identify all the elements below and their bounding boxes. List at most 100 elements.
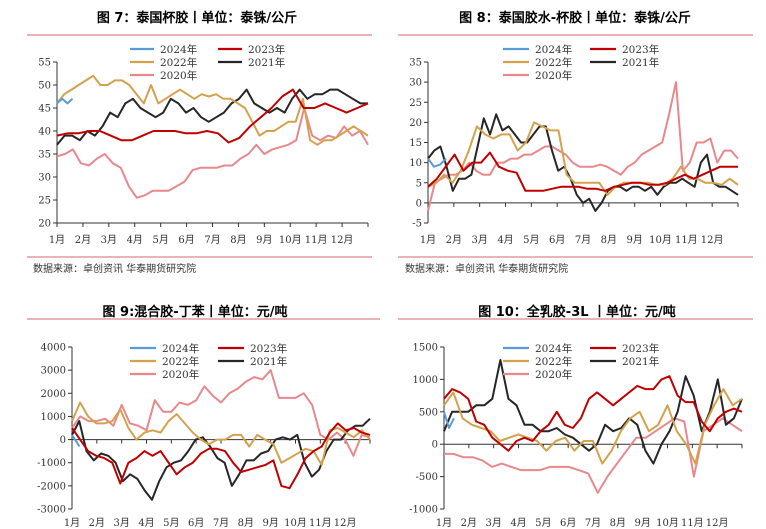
series-line-2021	[427, 113, 739, 212]
legend-label: 2024年	[160, 43, 197, 56]
y-tick-label: 20	[38, 219, 51, 230]
x-tick-label: 8月	[601, 234, 617, 246]
x-tick-label: 4月	[127, 234, 143, 246]
x-tick-label: 9月	[626, 234, 642, 246]
y-tick-label: 1000	[41, 412, 66, 423]
legend-label: 2023年	[248, 43, 285, 56]
legend-label: 2021年	[250, 355, 287, 368]
series-line-2020	[56, 107, 369, 199]
x-tick-label: 12月	[334, 517, 357, 529]
x-tick-label: 8月	[230, 234, 246, 246]
x-tick-label: 6月	[549, 234, 565, 246]
x-tick-label: 1月	[436, 517, 452, 529]
legend-label: 2023年	[622, 43, 659, 56]
legend-label: 2022年	[535, 56, 572, 69]
y-tick-label: -1000	[409, 505, 438, 516]
series-line-2024	[443, 411, 455, 429]
x-tick-label: 11月	[675, 234, 698, 246]
x-tick-label: 7月	[204, 234, 220, 246]
y-tick-label: 35	[38, 150, 51, 161]
y-tick-label: 55	[38, 58, 51, 69]
x-tick-label: 11月	[305, 234, 328, 246]
series-line-2021	[443, 359, 743, 465]
y-tick-label: 25	[38, 196, 51, 207]
x-tick-label: 10月	[649, 234, 672, 246]
chart-title: 图 10：全乳胶-3L 丨单位：元/吨	[478, 304, 676, 320]
series-line-2024	[56, 97, 74, 105]
series-line-2024	[427, 157, 447, 168]
series-line-2022	[56, 74, 369, 146]
y-tick-label: -5	[412, 219, 422, 230]
x-tick-label: 4月	[138, 517, 154, 529]
series-line-2023	[443, 375, 743, 452]
x-tick-label: 3月	[485, 517, 501, 529]
y-tick-label: -2000	[37, 481, 66, 492]
y-tick-label: 5	[416, 178, 422, 189]
y-tick-label: 50	[38, 81, 51, 92]
y-tick-label: 2000	[41, 389, 66, 400]
y-tick-label: 30	[409, 78, 422, 89]
x-tick-label: 6月	[178, 234, 194, 246]
x-tick-label: 2月	[75, 234, 91, 246]
x-tick-label: 1月	[64, 517, 80, 529]
y-tick-label: 0	[432, 440, 438, 451]
y-tick-label: 35	[409, 58, 422, 69]
x-tick-label: 10月	[279, 234, 302, 246]
x-tick-label: 7月	[585, 517, 601, 529]
series-line-2021	[56, 88, 368, 146]
x-tick-label: 3月	[471, 234, 487, 246]
x-tick-label: 3月	[101, 234, 117, 246]
legend-label: 2023年	[622, 342, 659, 355]
legend-label: 2024年	[162, 342, 199, 355]
y-tick-label: 500	[419, 407, 438, 418]
legend-label: 2021年	[622, 355, 659, 368]
chart-title: 图 9:混合胶-丁苯丨单位：元/吨	[103, 304, 288, 320]
series-line-2020	[444, 417, 743, 494]
legend-label: 2024年	[535, 43, 572, 56]
y-tick-label: 30	[38, 173, 51, 184]
x-tick-label: 10月	[284, 517, 307, 529]
y-tick-label: 0	[60, 435, 66, 446]
legend-label: 2022年	[160, 56, 197, 69]
x-tick-label: 5月	[523, 234, 539, 246]
x-tick-label: 6月	[188, 517, 204, 529]
x-tick-label: 4月	[497, 234, 513, 246]
x-tick-label: 2月	[461, 517, 477, 529]
legend-label: 2022年	[535, 355, 572, 368]
x-tick-label: 12月	[706, 517, 729, 529]
y-tick-label: 4000	[41, 343, 66, 354]
legend-label: 2024年	[535, 342, 572, 355]
series-line-2020	[71, 369, 371, 457]
x-tick-label: 7月	[213, 517, 229, 529]
legend-label: 2022年	[162, 355, 199, 368]
y-tick-label: 1000	[413, 375, 438, 386]
series-line-2023	[56, 88, 369, 144]
x-tick-label: 2月	[446, 234, 462, 246]
y-tick-label: 15	[409, 138, 422, 149]
y-tick-label: 3000	[41, 366, 66, 377]
source-note: 数据来源：卓创资讯 华泰期货研究院	[405, 262, 568, 275]
legend-label: 2020年	[160, 69, 197, 82]
x-tick-label: 11月	[309, 517, 332, 529]
x-tick-label: 8月	[238, 517, 254, 529]
y-tick-label: 25	[409, 98, 422, 109]
x-tick-label: 12月	[701, 234, 724, 246]
series-line-2022	[71, 401, 371, 466]
y-tick-label: 40	[38, 127, 51, 138]
legend-label: 2020年	[162, 368, 199, 381]
x-tick-label: 10月	[656, 517, 679, 529]
x-tick-label: 6月	[560, 517, 576, 529]
x-tick-label: 5月	[535, 517, 551, 529]
series-line-2024	[71, 434, 81, 448]
series-line-2022	[443, 388, 743, 465]
legend-label: 2021年	[248, 56, 285, 69]
y-tick-label: -3000	[37, 505, 66, 516]
x-tick-label: 4月	[510, 517, 526, 529]
legend-label: 2020年	[535, 69, 572, 82]
y-tick-label: 10	[409, 158, 422, 169]
x-tick-label: 5月	[152, 234, 168, 246]
chart-3: 图 9:混合胶-丁苯丨单位：元/吨 -3000 -2000 -1000 0 1000 200…	[27, 304, 380, 529]
